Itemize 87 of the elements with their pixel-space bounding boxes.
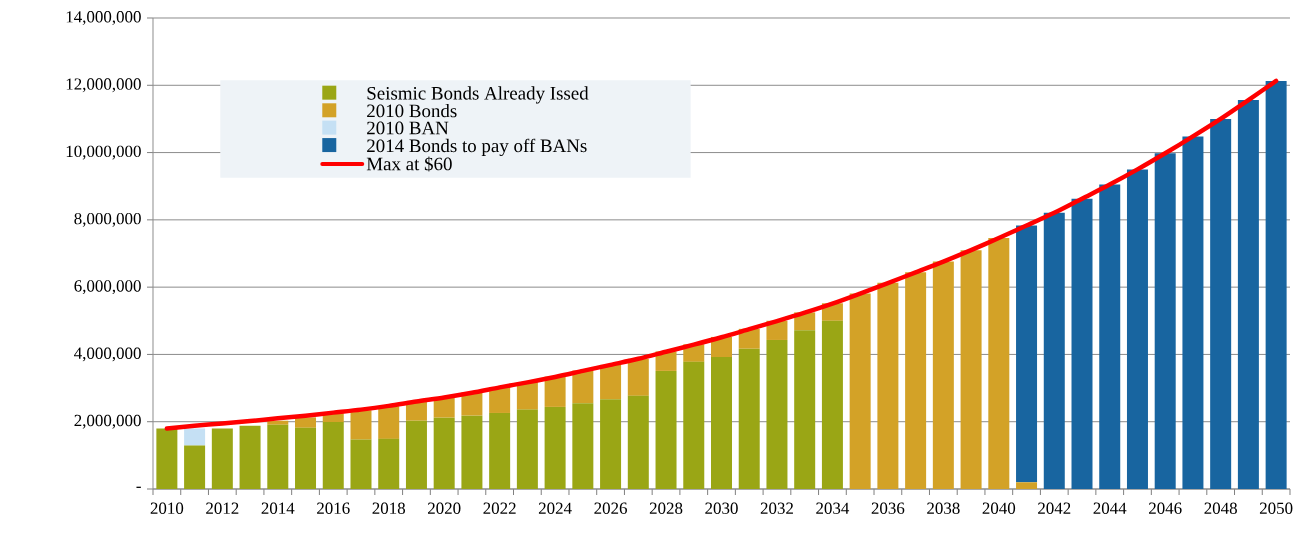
bar (295, 417, 317, 428)
bar (156, 428, 178, 489)
bar (544, 406, 566, 489)
x-tick-label: 2030 (705, 502, 738, 514)
legend-label: Seismic Bonds Already Issed (367, 86, 589, 104)
bar (572, 403, 594, 489)
bar (267, 420, 289, 425)
bar (184, 428, 206, 446)
bar (1043, 212, 1065, 489)
bar (267, 424, 289, 489)
bar (600, 364, 622, 400)
x-tick-label: 2022 (483, 502, 516, 514)
bar (489, 412, 511, 489)
bar (1126, 169, 1148, 489)
x-tick-label: 2046 (1149, 502, 1182, 514)
bar (932, 261, 954, 489)
bar (627, 395, 649, 489)
bar (1016, 225, 1038, 483)
bar (350, 439, 372, 489)
bar (600, 399, 622, 489)
bar (295, 427, 317, 489)
bar (1210, 118, 1232, 489)
y-tick-label: 14,000,000 (66, 11, 141, 25)
bar (1099, 184, 1121, 489)
x-tick-label: 2028 (649, 502, 683, 514)
x-tick-label: 2020 (427, 502, 461, 514)
x-tick-label: 2026 (594, 502, 628, 514)
bar (1265, 80, 1287, 489)
bar (461, 415, 483, 489)
bar (655, 370, 677, 489)
y-tick-label: 10,000,000 (66, 145, 141, 160)
bar (322, 422, 344, 489)
bar (350, 410, 372, 440)
bar (572, 370, 594, 404)
bar (711, 357, 732, 489)
legend-label: Max at $60 (366, 156, 452, 172)
bar (1016, 482, 1038, 489)
bar (516, 409, 538, 489)
x-tick-label: 2016 (317, 502, 350, 514)
bar (544, 376, 566, 407)
bar (877, 282, 899, 489)
bar (1071, 198, 1093, 489)
bar (821, 320, 843, 489)
y-tick-label: 4,000,000 (74, 347, 141, 362)
legend-label: 2010 Bonds (367, 103, 457, 118)
bar (378, 406, 400, 439)
bar (766, 339, 788, 489)
bar (239, 425, 261, 489)
bar (378, 438, 400, 489)
x-tick-label: 2034 (816, 502, 850, 514)
y-tick-label: 12,000,000 (66, 78, 141, 93)
x-tick-label: 2036 (871, 502, 905, 514)
y-tick-label: 6,000,000 (74, 280, 141, 295)
bar (627, 358, 649, 396)
y-tick-label: - (136, 486, 141, 488)
bar (794, 330, 816, 489)
x-tick-label: 2048 (1204, 502, 1237, 514)
bar (960, 250, 982, 489)
bar (988, 238, 1010, 489)
bar (433, 417, 455, 489)
x-tick-label: 2050 (1259, 502, 1293, 514)
bar (738, 348, 760, 489)
x-tick-label: 2044 (1093, 502, 1127, 514)
line-series (164, 78, 1279, 431)
x-tick-label: 2024 (538, 502, 572, 514)
y-tick-label: 8,000,000 (74, 212, 141, 227)
x-tick-label: 2042 (1038, 502, 1071, 514)
bar (905, 272, 927, 489)
bar (516, 382, 538, 410)
x-tick-label: 2040 (982, 502, 1016, 514)
bar (405, 420, 427, 489)
x-tick-label: 2012 (206, 502, 239, 514)
y-tick-label: 2,000,000 (74, 414, 141, 429)
bar (1182, 136, 1204, 489)
x-tick-label: 2010 (150, 502, 184, 514)
x-tick-label: 2018 (372, 502, 406, 514)
x-tick-label: 2032 (760, 502, 793, 514)
legend-label: 2014 Bonds to pay off BANs (367, 138, 587, 157)
bar (1237, 100, 1259, 489)
bar (849, 293, 871, 489)
bar (184, 445, 206, 489)
bar (683, 361, 705, 489)
bar (211, 428, 233, 489)
x-tick-label: 2014 (261, 502, 295, 514)
bar (1154, 153, 1176, 489)
x-tick-label: 2038 (927, 502, 960, 514)
legend-label: 2010 BAN (367, 121, 449, 135)
